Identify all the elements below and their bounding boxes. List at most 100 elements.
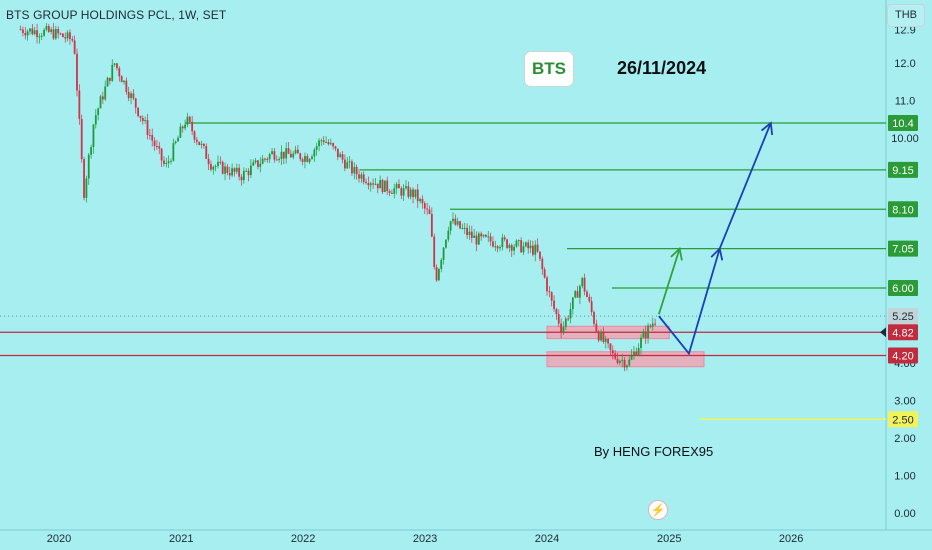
candle-body [294,149,297,154]
candle-body [118,68,121,77]
candle-body [362,174,365,182]
candle-body [108,77,111,81]
candle-body [515,240,518,247]
candle-up [292,151,295,160]
candle-down [287,141,290,154]
candle-body [454,218,457,225]
candle-body [224,166,226,174]
candle-body [43,29,45,36]
candle-body [332,143,335,147]
candle-down [611,345,614,360]
candle-body [536,244,539,252]
candle-body [435,266,438,281]
candle-body [80,118,83,160]
candle-body [132,93,135,99]
candle-body [407,186,410,197]
candle-down [527,239,530,254]
candle-up [360,172,363,183]
candle-body [318,140,320,147]
candle-up [231,163,233,178]
candle-body [191,121,194,132]
candle-down [365,178,367,185]
candle-body [539,251,541,259]
x-tick-label: 2023 [413,533,437,545]
candle-body [320,140,323,142]
candle-body [289,153,292,158]
candle-body [630,355,633,360]
candle-down [597,329,600,343]
candle-body [348,161,351,163]
candle-down [83,156,85,201]
candle-down [367,176,370,190]
candle-down [59,32,62,36]
candle-down [602,327,605,344]
candle-down [351,159,353,176]
candle-body [280,151,283,159]
candle-body [633,351,635,356]
tradingview-bolt-icon[interactable]: ⚡ [648,500,668,520]
candle-down [649,323,652,329]
candle-body [242,170,245,181]
candle-body [172,143,175,161]
candle-body [405,186,407,189]
candle-down [546,275,548,296]
level-tag-9.15: 9.15 [892,165,913,177]
candle-body [155,146,158,148]
candle-down [108,77,111,85]
y-tick-label: 1.00 [894,471,915,483]
candle-down [520,237,523,253]
candle-body [452,218,454,222]
candle-down [125,77,128,95]
candle-down [470,225,473,243]
level-tag-10.4: 10.4 [892,118,913,130]
candle-body [101,96,104,100]
candle-body [179,126,182,138]
candle-body [581,277,584,287]
y-tick-label: 11.0 [895,96,916,108]
candle-body [195,139,198,142]
candle-down [118,66,121,82]
candle-body [341,154,344,160]
candle-up [104,80,107,101]
candle-body [492,241,494,247]
candle-body [522,246,525,253]
candle-up [40,32,43,41]
candle-body [254,160,257,163]
candle-body [623,359,626,368]
candle-body [233,168,236,172]
candle-down [19,25,22,31]
candle-up [346,157,349,169]
candle-body [480,233,483,237]
candle-up [456,217,459,227]
candle-down [510,243,513,258]
candle-body [87,154,90,179]
candle-down [158,141,161,155]
candle-body [273,151,276,160]
candle-down [127,86,130,102]
candle-up [184,119,186,131]
candle-body [419,198,421,202]
candle-down [541,256,544,276]
candle-up [621,353,624,368]
candle-body [586,291,588,297]
candle-body [120,76,123,83]
currency-button[interactable]: THB [887,4,925,27]
candle-down [148,128,151,140]
candle-down [586,289,588,298]
candle-up [329,138,332,146]
candle-up [235,163,238,174]
candle-down [553,295,555,312]
candle-body [210,164,212,170]
candle-up [348,156,351,169]
candle-body [388,190,391,193]
candle-body [57,29,60,34]
candle-body [266,158,269,160]
candle-down [210,160,212,172]
candle-up [94,109,97,129]
candle-down [76,48,78,97]
candle-down [358,168,360,183]
candle-body [501,237,504,248]
candle-body [395,184,398,189]
candle-body [104,86,107,100]
